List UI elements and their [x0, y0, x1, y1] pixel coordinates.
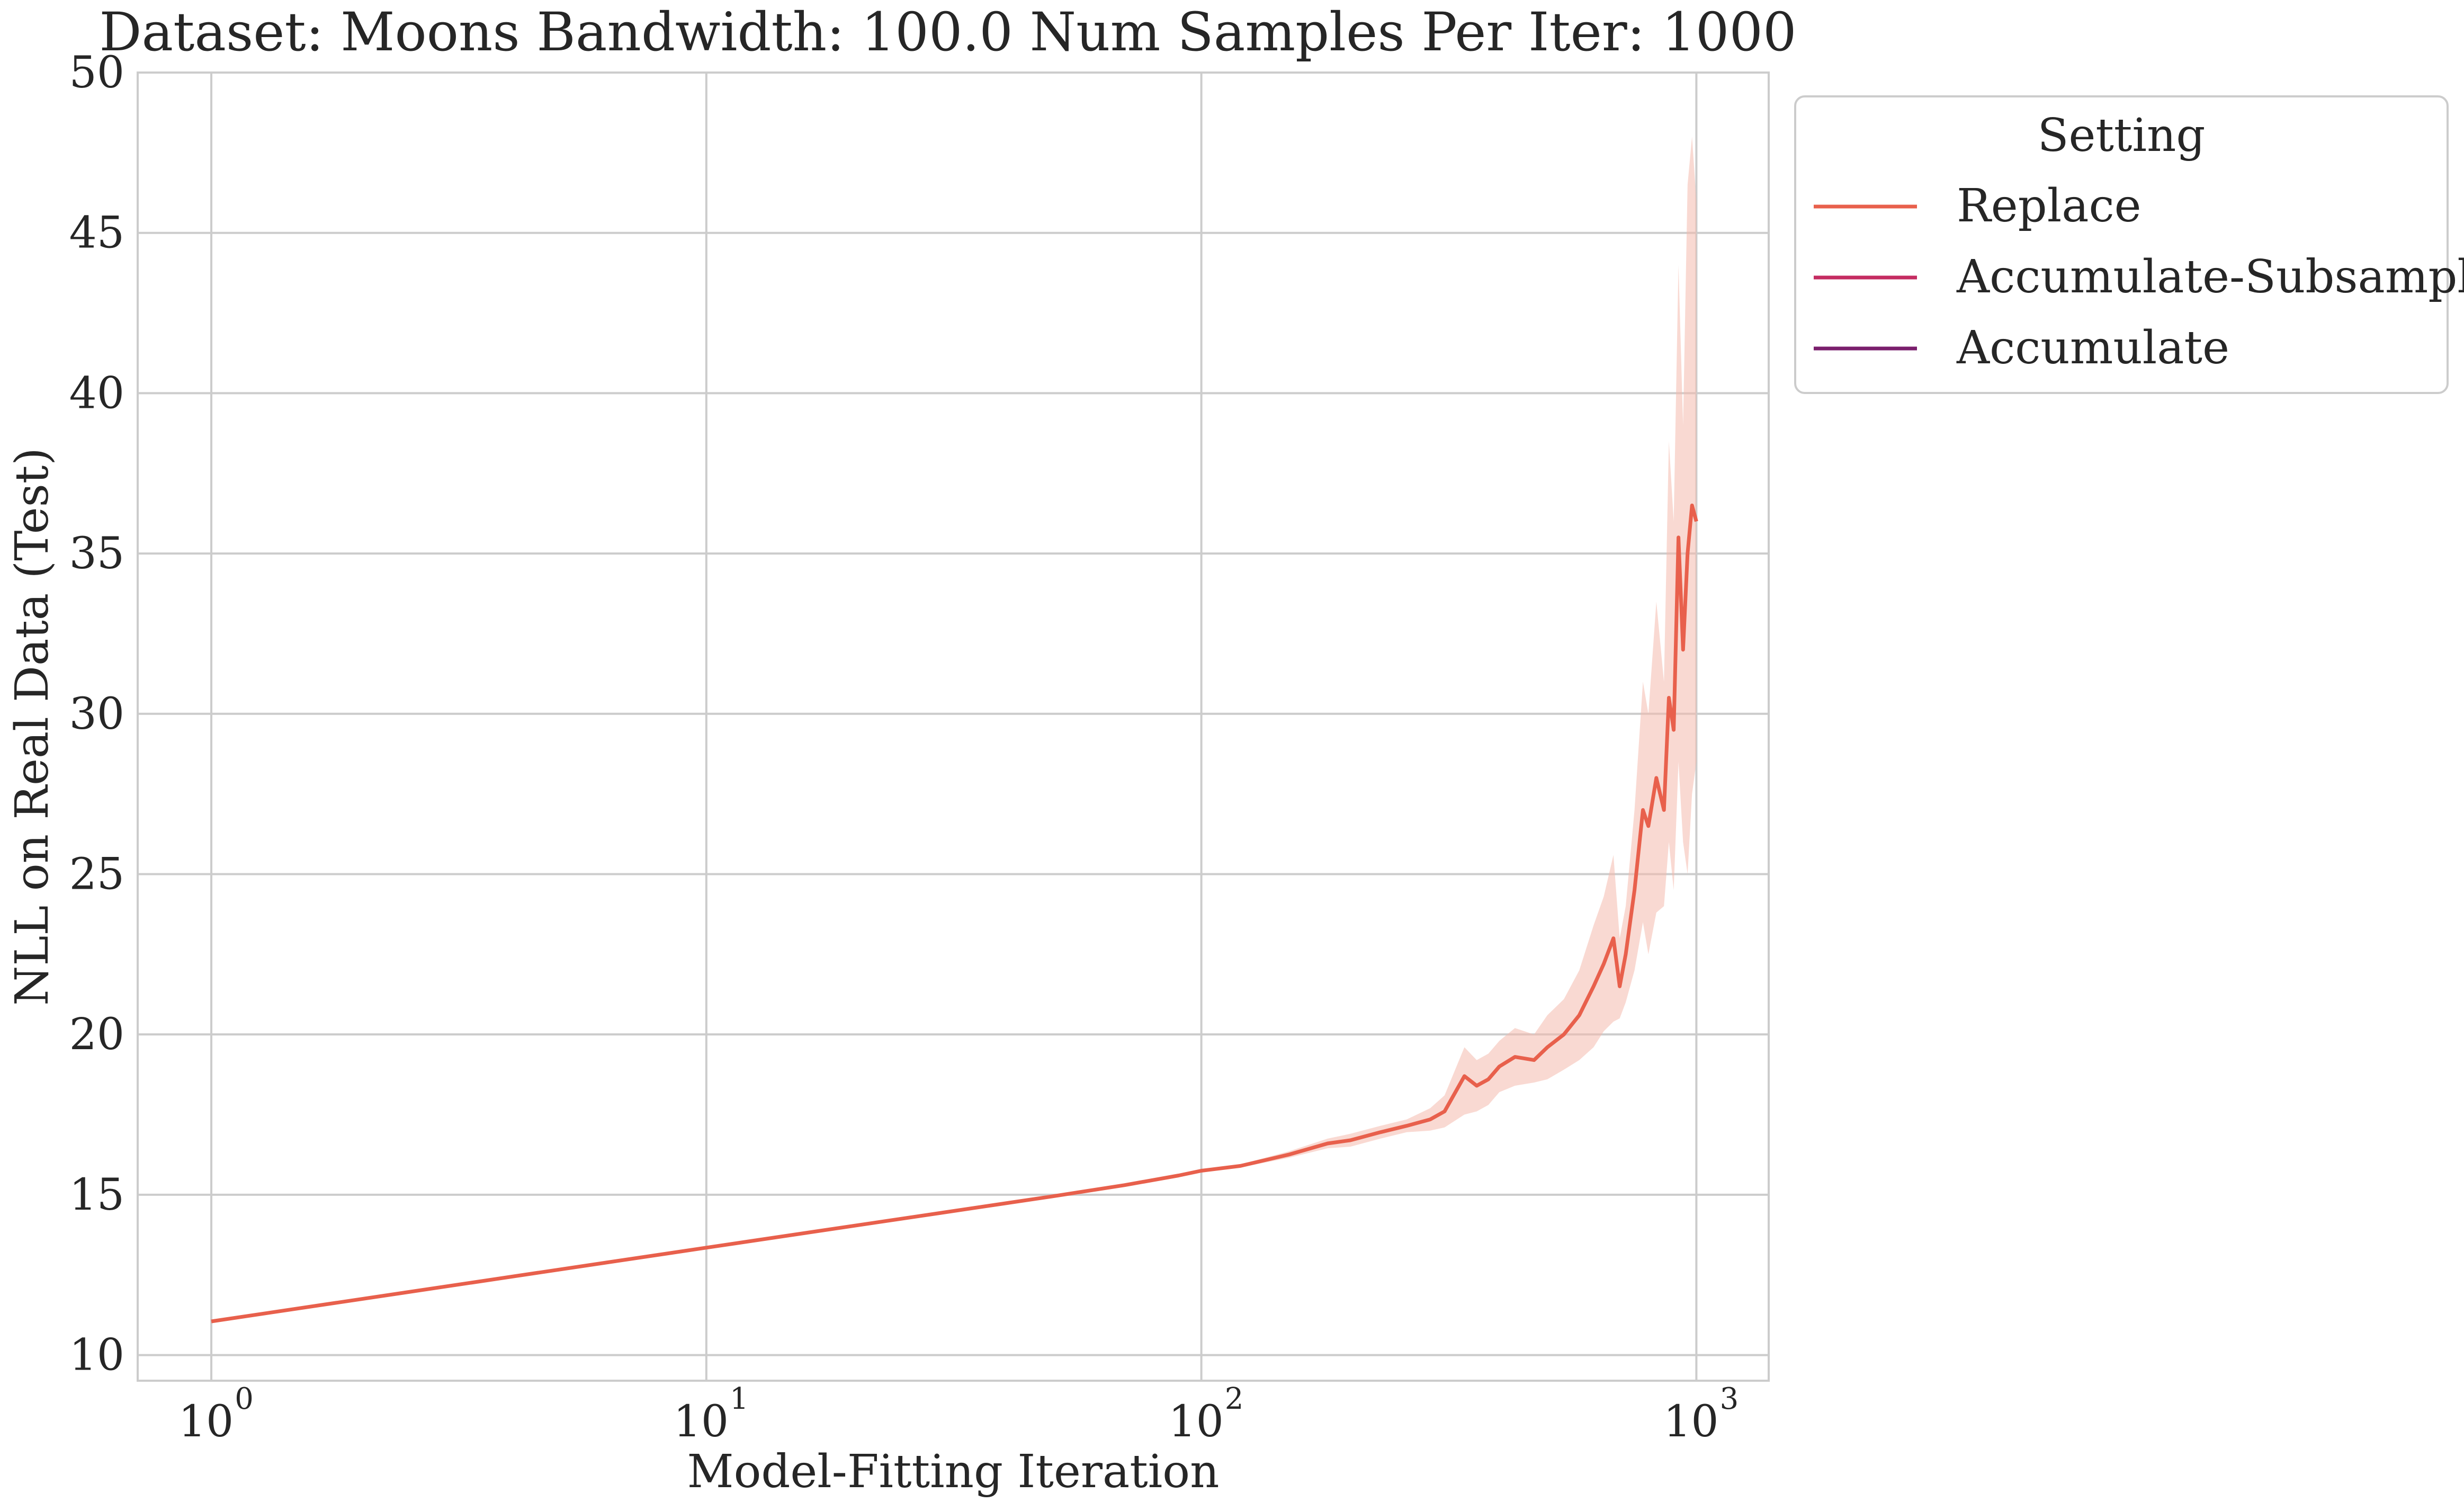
replace-line — [211, 503, 1698, 1324]
y-tick-label: 15 — [69, 1170, 124, 1220]
y-tick-label: 20 — [69, 1009, 124, 1060]
y-tick-label: 10 — [69, 1330, 124, 1381]
y-axis-label: NLL on Real Data (Test) — [6, 448, 59, 1006]
legend-frame — [1794, 95, 2449, 394]
y-tick-label: 30 — [69, 689, 124, 739]
x-axis-tick-labels: 10 0 10 1 10 2 10 3 — [178, 1382, 1739, 1447]
x-tick-label: 10 — [178, 1397, 234, 1447]
y-tick-label: 50 — [69, 48, 124, 98]
legend-title: Setting — [2038, 109, 2206, 162]
chart-title: Dataset: Moons Bandwidth: 100.0 Num Samp… — [99, 1, 1796, 63]
x-gridlines — [210, 73, 1698, 1381]
x-tick-exponent: 3 — [1720, 1382, 1739, 1416]
legend: Setting Replace Accumulate-Subsample Accum… — [1794, 95, 2464, 394]
series-lines — [211, 503, 1698, 1324]
x-axis-label: Model-Fitting Iteration — [687, 1445, 1220, 1498]
x-tick-label: 10 — [1168, 1397, 1223, 1447]
x-tick-exponent: 2 — [1225, 1382, 1244, 1416]
y-tick-label: 40 — [69, 368, 124, 418]
legend-label-replace: Replace — [1957, 180, 2142, 233]
x-tick-label: 10 — [674, 1397, 729, 1447]
y-tick-label: 25 — [69, 849, 124, 899]
legend-label-accumulate: Accumulate — [1956, 321, 2229, 374]
y-axis-tick-labels: 10 15 20 25 30 35 40 45 50 — [69, 48, 124, 1381]
plot-frame — [137, 71, 1770, 1382]
legend-entries: Replace Accumulate-Subsample Accumulate — [1814, 180, 2464, 374]
legend-label-accumulate-subsample: Accumulate-Subsample — [1956, 251, 2464, 303]
y-tick-label: 45 — [69, 208, 124, 258]
x-tick-exponent: 1 — [730, 1382, 749, 1416]
y-tick-label: 35 — [69, 529, 124, 579]
x-tick-exponent: 0 — [235, 1382, 254, 1416]
x-tick-label: 10 — [1663, 1397, 1718, 1447]
plot-area — [137, 71, 1770, 1382]
